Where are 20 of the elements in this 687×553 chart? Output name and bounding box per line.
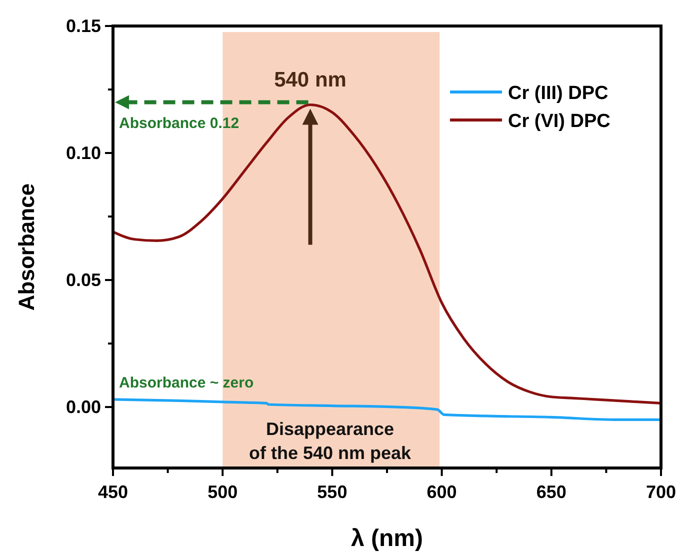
annotation: 540 nm bbox=[274, 68, 346, 92]
x-tick-label: 500 bbox=[208, 482, 238, 502]
x-tick-label: 600 bbox=[426, 482, 457, 502]
legend-label: Cr (III) DPC bbox=[508, 83, 609, 104]
line-series bbox=[112, 398, 662, 422]
y-tick-label: 0.05 bbox=[66, 270, 101, 290]
x-tick-label: 450 bbox=[98, 482, 128, 502]
legend-label: Cr (VI) DPC bbox=[508, 111, 611, 132]
y-tick-label: 0.00 bbox=[66, 397, 101, 418]
y-tick-label: 0.15 bbox=[66, 16, 101, 36]
x-tick-label: 650 bbox=[536, 482, 566, 502]
line-series bbox=[112, 103, 662, 405]
annotation: Disappearance of the 540 nm peak bbox=[248, 419, 412, 464]
annotation: Absorbance 0.12 bbox=[119, 115, 240, 132]
annotation: Absorbance ~ zero bbox=[119, 374, 254, 392]
x-tick-label: 700 bbox=[646, 482, 676, 502]
x-tick-label: 550 bbox=[317, 482, 348, 502]
y-axis-title: Absorbance bbox=[14, 183, 39, 311]
y-tick-label: 0.10 bbox=[66, 143, 101, 164]
x-axis-title: λ (nm) bbox=[351, 525, 423, 552]
